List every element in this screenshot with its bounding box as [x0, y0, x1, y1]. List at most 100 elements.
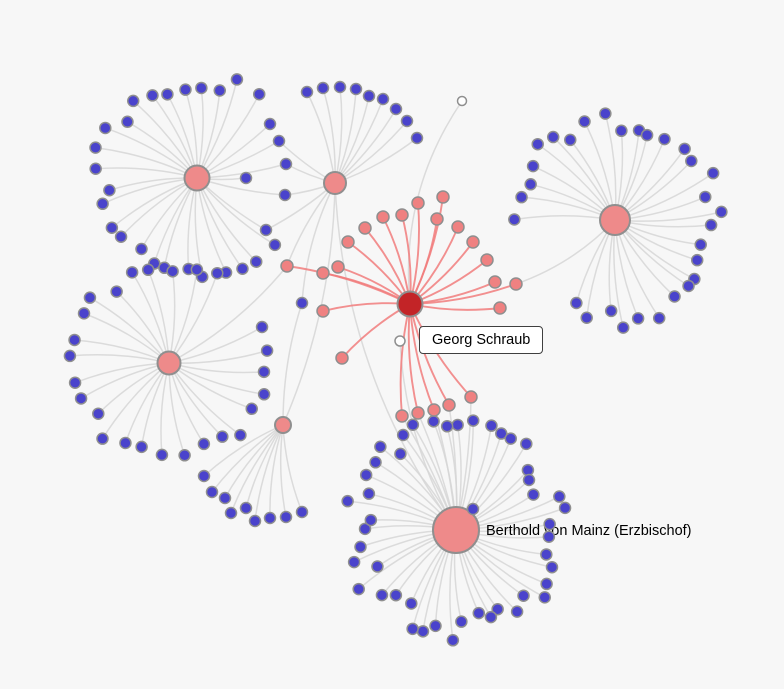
- leaf-node[interactable]: [205, 485, 219, 499]
- leaf-node[interactable]: [524, 178, 537, 191]
- leaf-node[interactable]: [354, 540, 367, 554]
- leaf-node[interactable]: [260, 344, 274, 357]
- leaf-node[interactable]: [615, 124, 628, 138]
- focus-leaf-node[interactable]: [464, 390, 478, 404]
- leaf-node[interactable]: [546, 130, 560, 144]
- leaf-node[interactable]: [295, 505, 309, 519]
- leaf-node[interactable]: [119, 436, 132, 450]
- leaf-node[interactable]: [540, 577, 553, 591]
- leaf-node[interactable]: [141, 263, 155, 277]
- leaf-node[interactable]: [362, 487, 376, 500]
- unselected-node[interactable]: [394, 335, 406, 347]
- unselected-node[interactable]: [456, 95, 468, 107]
- leaf-node[interactable]: [352, 582, 365, 596]
- leaf-node[interactable]: [135, 440, 148, 454]
- focus-leaf-node[interactable]: [488, 275, 502, 289]
- leaf-node[interactable]: [263, 117, 277, 131]
- leaf-node[interactable]: [248, 514, 262, 528]
- leaf-node[interactable]: [110, 285, 123, 298]
- leaf-node[interactable]: [553, 490, 566, 503]
- leaf-node[interactable]: [558, 501, 572, 515]
- focus-leaf-node[interactable]: [509, 277, 523, 291]
- leaf-node[interactable]: [236, 262, 249, 275]
- leaf-node[interactable]: [341, 494, 354, 508]
- leaf-node[interactable]: [362, 89, 376, 103]
- leaf-node[interactable]: [211, 266, 224, 280]
- leaf-node[interactable]: [658, 132, 671, 146]
- focus-leaf-node[interactable]: [430, 212, 444, 226]
- leaf-node[interactable]: [416, 625, 430, 638]
- leaf-node[interactable]: [74, 392, 88, 405]
- leaf-node[interactable]: [126, 94, 140, 108]
- leaf-node[interactable]: [699, 190, 712, 204]
- leaf-node[interactable]: [190, 263, 204, 276]
- leaf-node[interactable]: [429, 619, 442, 633]
- leaf-node[interactable]: [427, 415, 440, 428]
- leaf-node[interactable]: [179, 83, 192, 96]
- leaf-node[interactable]: [197, 437, 211, 451]
- hub-small-bottom-left-node[interactable]: [274, 416, 292, 434]
- leaf-node[interactable]: [359, 468, 373, 482]
- leaf-node[interactable]: [68, 333, 81, 347]
- leaf-node[interactable]: [545, 560, 559, 574]
- leaf-node[interactable]: [316, 81, 330, 95]
- leaf-node[interactable]: [678, 142, 691, 156]
- leaf-node[interactable]: [349, 82, 363, 96]
- leaf-node[interactable]: [406, 418, 420, 431]
- leaf-node[interactable]: [99, 121, 112, 135]
- leaf-node[interactable]: [396, 428, 410, 442]
- focus-leaf-node[interactable]: [411, 196, 425, 210]
- hub-berthold-node[interactable]: [432, 506, 480, 554]
- leaf-node[interactable]: [234, 428, 247, 442]
- leaf-node[interactable]: [522, 473, 536, 487]
- leaf-node[interactable]: [563, 133, 577, 147]
- leaf-node[interactable]: [155, 448, 169, 462]
- leaf-node[interactable]: [704, 218, 718, 232]
- leaf-node[interactable]: [89, 141, 102, 154]
- leaf-node[interactable]: [278, 188, 292, 202]
- focus-leaf-node[interactable]: [395, 208, 409, 222]
- leaf-node[interactable]: [114, 230, 128, 243]
- focus-leaf-node[interactable]: [411, 406, 425, 420]
- leaf-node[interactable]: [405, 597, 418, 610]
- leaf-node[interactable]: [375, 588, 389, 602]
- leaf-node[interactable]: [103, 184, 116, 197]
- leaf-node[interactable]: [526, 159, 540, 173]
- leaf-node[interactable]: [105, 221, 119, 235]
- leaf-node[interactable]: [364, 513, 378, 527]
- leaf-node[interactable]: [83, 291, 97, 304]
- focus-leaf-node[interactable]: [480, 253, 494, 267]
- leaf-node[interactable]: [495, 427, 508, 440]
- leaf-node[interactable]: [570, 296, 583, 310]
- leaf-node[interactable]: [400, 114, 414, 128]
- leaf-node[interactable]: [504, 432, 518, 445]
- leaf-node[interactable]: [604, 304, 618, 318]
- leaf-node[interactable]: [374, 440, 387, 454]
- leaf-node[interactable]: [389, 102, 403, 116]
- leaf-node[interactable]: [531, 137, 544, 151]
- leaf-node[interactable]: [216, 430, 229, 443]
- leaf-node[interactable]: [245, 402, 258, 416]
- focus-leaf-node[interactable]: [436, 190, 450, 204]
- leaf-node[interactable]: [455, 615, 468, 628]
- focus-leaf-node[interactable]: [316, 266, 330, 280]
- leaf-node[interactable]: [252, 87, 266, 101]
- leaf-node[interactable]: [230, 73, 244, 86]
- leaf-node[interactable]: [485, 419, 498, 432]
- leaf-node[interactable]: [510, 605, 524, 618]
- leaf-node[interactable]: [543, 517, 556, 531]
- focus-leaf-node[interactable]: [376, 210, 390, 224]
- leaf-node[interactable]: [249, 255, 263, 268]
- leaf-node[interactable]: [578, 115, 591, 128]
- leaf-node[interactable]: [369, 456, 382, 469]
- hub-top-middle-node[interactable]: [323, 171, 347, 195]
- hub-top-left-node[interactable]: [183, 164, 211, 192]
- leaf-node[interactable]: [394, 447, 407, 461]
- leaf-node[interactable]: [272, 134, 286, 148]
- leaf-node[interactable]: [96, 432, 109, 445]
- leaf-node[interactable]: [125, 266, 139, 279]
- leaf-node[interactable]: [161, 88, 174, 101]
- leaf-node[interactable]: [515, 190, 528, 204]
- leaf-node[interactable]: [63, 349, 77, 363]
- leaf-node[interactable]: [472, 606, 486, 620]
